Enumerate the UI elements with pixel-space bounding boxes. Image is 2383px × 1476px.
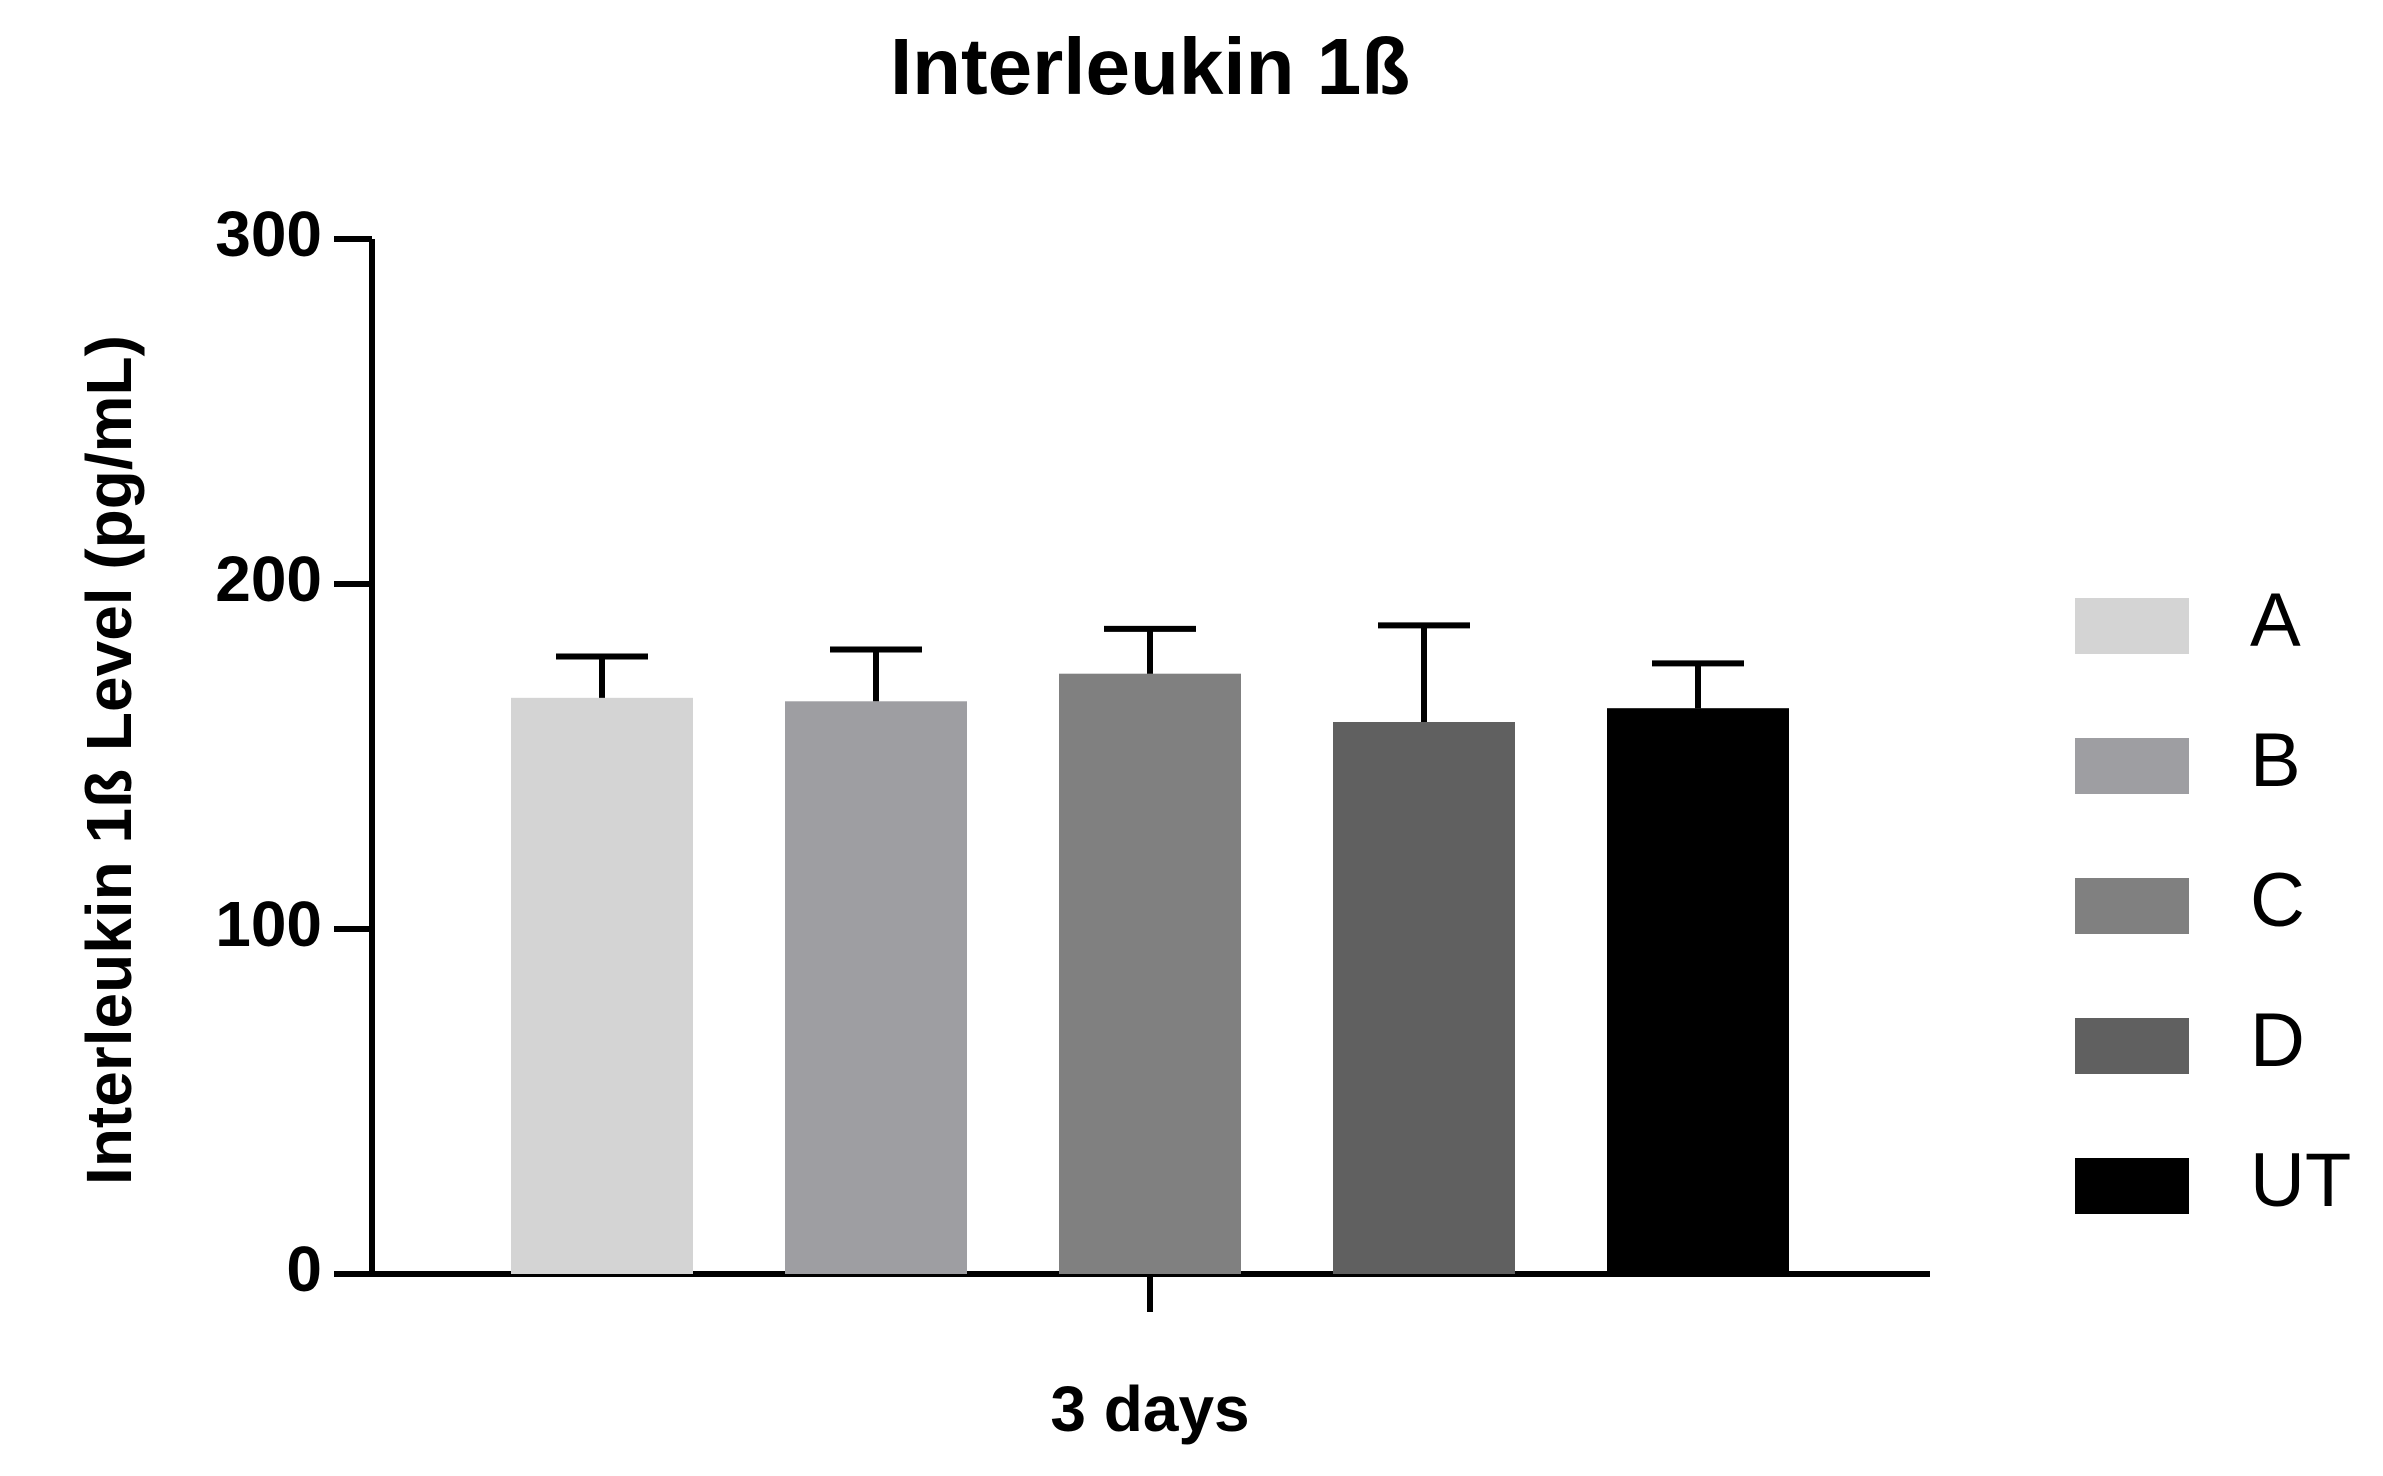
y-tick-label: 0: [286, 1233, 322, 1305]
y-tick-label: 100: [215, 888, 322, 960]
legend-swatch: [2075, 598, 2189, 654]
bar: [1059, 673, 1241, 1274]
legend-label: A: [2250, 578, 2301, 663]
y-tick-label: 300: [215, 198, 322, 270]
legend-label: UT: [2250, 1138, 2351, 1223]
y-tick-label: 200: [215, 543, 322, 615]
legend-swatch: [2075, 878, 2189, 934]
legend-swatch: [2075, 1018, 2189, 1074]
legend-swatch: [2075, 738, 2189, 794]
legend-label: B: [2250, 718, 2301, 803]
legend-label: C: [2250, 858, 2305, 943]
x-tick-label: 3 days: [1050, 1373, 1249, 1445]
bar: [511, 697, 693, 1274]
chart-title: Interleukin 1ß: [890, 22, 1410, 111]
legend-label: D: [2250, 998, 2305, 1083]
bar: [1333, 722, 1515, 1274]
legend-swatch: [2075, 1158, 2189, 1214]
bar: [785, 701, 967, 1274]
y-axis-label: Interleukin 1ß Level (pg/mL): [73, 335, 145, 1185]
bar: [1607, 708, 1789, 1274]
